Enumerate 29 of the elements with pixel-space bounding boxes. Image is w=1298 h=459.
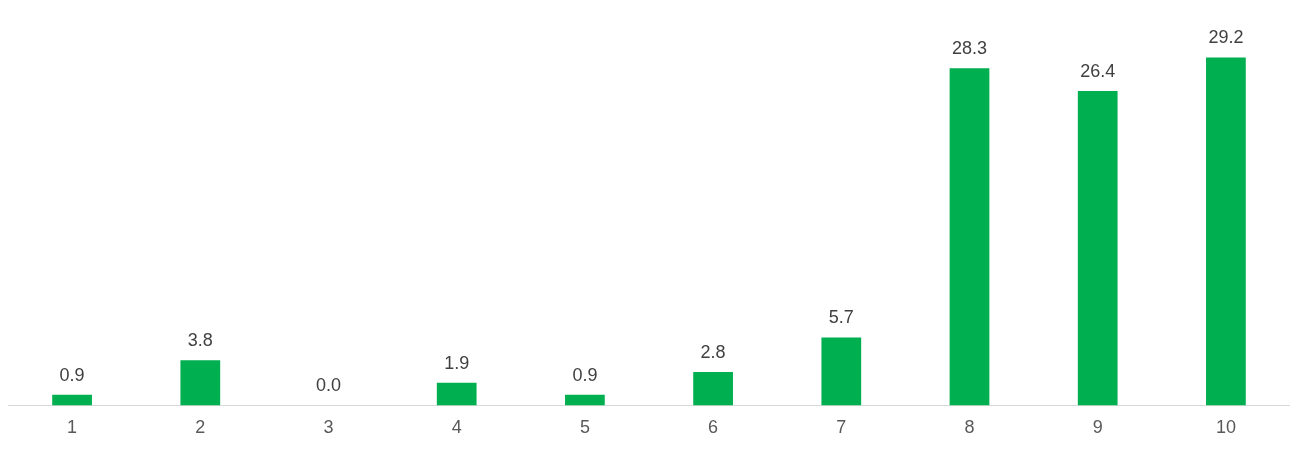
data-label: 1.9 xyxy=(444,352,470,373)
x-tick-label: 5 xyxy=(579,417,590,438)
data-label: 0.9 xyxy=(59,364,85,385)
x-tick-label: 7 xyxy=(836,417,847,438)
data-label: 0.0 xyxy=(315,375,342,396)
x-tick-label: 8 xyxy=(964,417,975,438)
x-tick-label: 9 xyxy=(1092,417,1103,438)
data-label: 26.4 xyxy=(1080,60,1116,81)
data-label: 2.8 xyxy=(700,342,726,363)
bar xyxy=(949,68,990,406)
bar xyxy=(693,372,733,406)
bar xyxy=(821,337,862,406)
bar xyxy=(436,382,477,406)
x-tick-label: 3 xyxy=(323,417,334,438)
bar xyxy=(565,394,605,406)
x-tick-label: 6 xyxy=(708,417,719,438)
x-tick-label: 4 xyxy=(451,417,462,438)
bar xyxy=(1077,90,1118,406)
x-tick-label: 1 xyxy=(67,417,78,438)
bar xyxy=(180,360,221,406)
data-label: 28.3 xyxy=(951,38,988,59)
data-label: 3.8 xyxy=(187,330,213,351)
bar xyxy=(1206,57,1246,406)
data-label: 0.9 xyxy=(572,364,598,385)
data-label: 29.2 xyxy=(1208,27,1244,48)
data-label: 5.7 xyxy=(828,307,854,328)
bar xyxy=(52,394,92,406)
x-tick-label: 2 xyxy=(195,417,206,438)
x-tick-label: 10 xyxy=(1215,417,1236,438)
